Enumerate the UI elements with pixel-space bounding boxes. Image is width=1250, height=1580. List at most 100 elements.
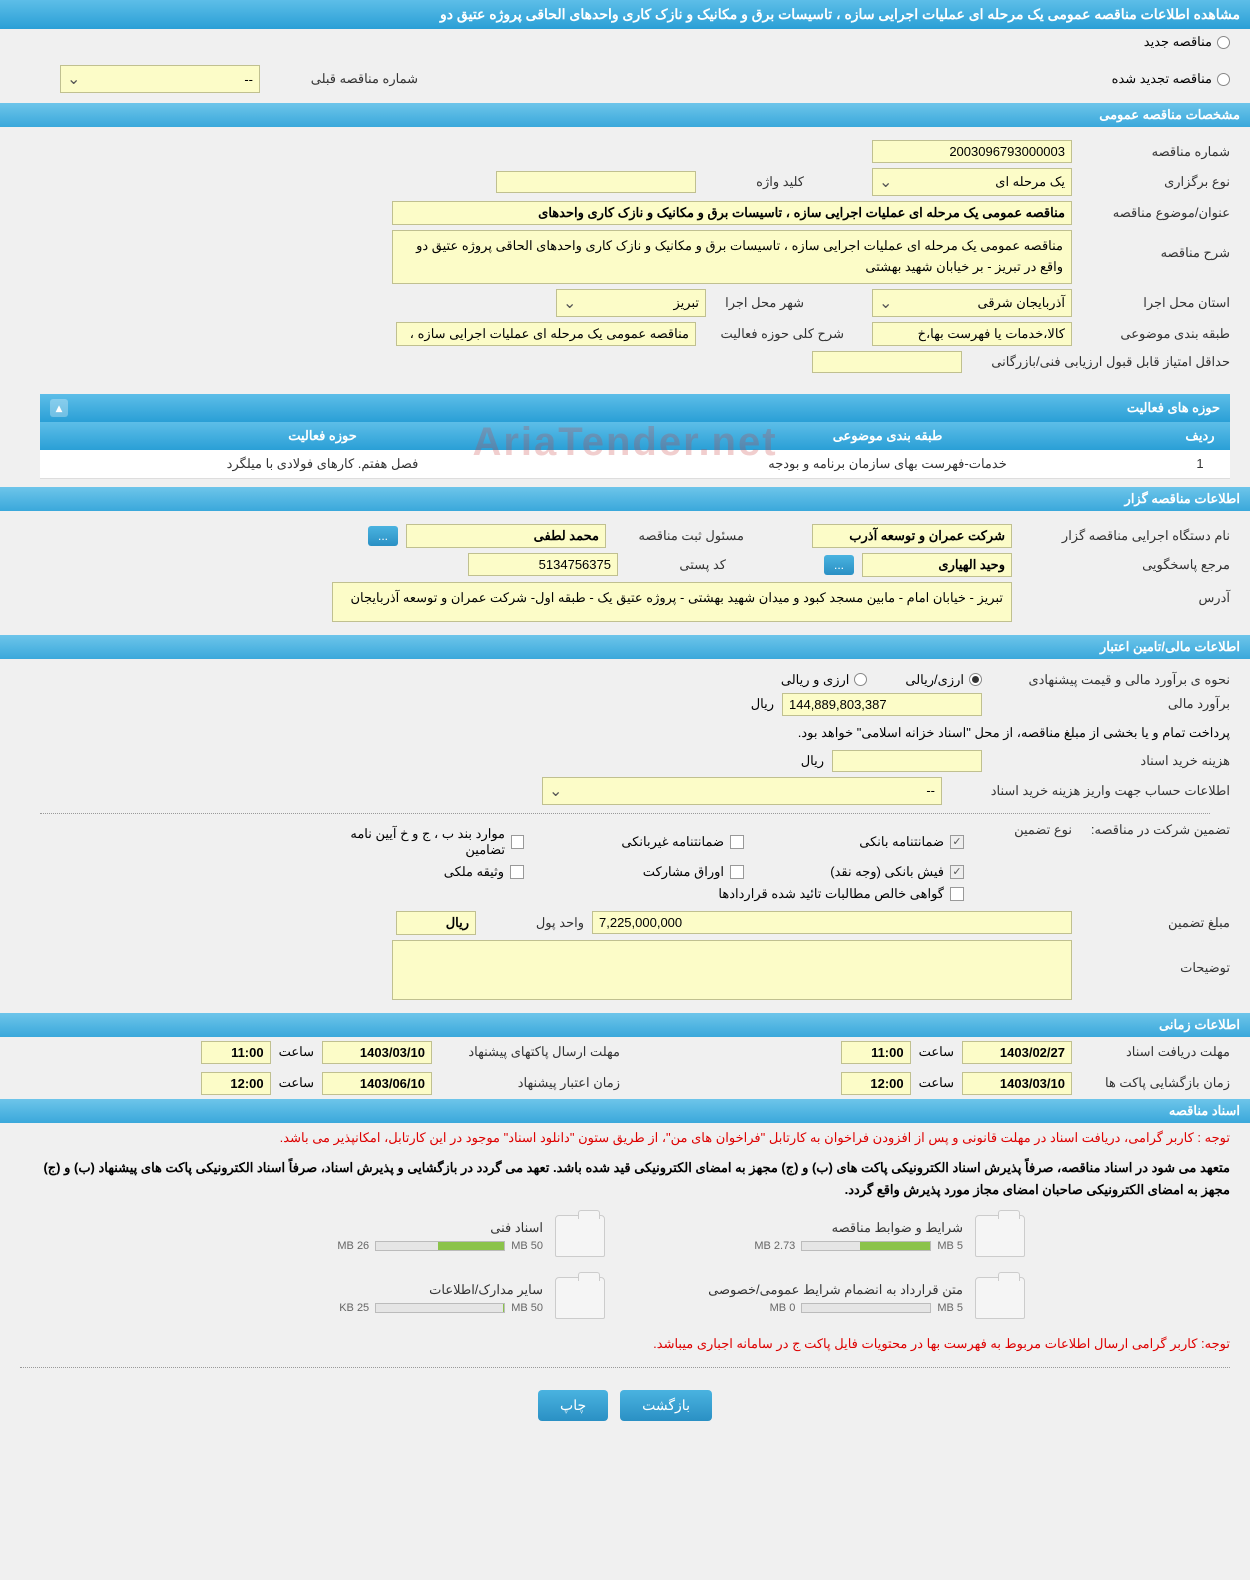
city-label: شهر محل اجرا (714, 295, 804, 311)
title-field: مناقصه عمومی یک مرحله ای عملیات اجرایی س… (392, 201, 1072, 225)
g-property-label: وثیقه ملکی (444, 864, 504, 880)
registrar-label: مسئول ثبت مناقصه (614, 528, 744, 544)
islamic-note: پرداخت تمام و یا بخشی از مبلغ مناقصه، از… (20, 721, 1230, 745)
registrar-field: محمد لطفی (406, 524, 606, 548)
g-net-check[interactable]: گواهی خالص مطالبات تائید شده قراردادها (544, 886, 964, 902)
doc-used: 25 KB (339, 1302, 369, 1314)
folder-icon (555, 1215, 605, 1257)
category-field: کالا،خدمات یا فهرست بها،خ (872, 322, 1072, 346)
checkbox-icon (730, 835, 744, 849)
back-button[interactable]: بازگشت (620, 1390, 712, 1421)
validity-label: زمان اعتبار پیشنهاد (440, 1075, 620, 1091)
tender-renewed-radio[interactable]: مناقصه تجدید شده (1112, 71, 1230, 87)
doc-total: 50 MB (511, 1302, 543, 1314)
prev-number-select[interactable]: -- (60, 65, 260, 93)
g-bank-check[interactable]: ضمانتنامه بانکی (764, 826, 964, 858)
min-score-field[interactable] (812, 351, 962, 373)
open-time: 12:00 (841, 1072, 911, 1095)
doc-note1: توجه : کاربر گرامی، دریافت اسناد در مهلت… (0, 1123, 1250, 1153)
g-property-check[interactable]: وثیقه ملکی (324, 864, 524, 880)
contact-label: مرجع پاسخگویی (1020, 557, 1230, 573)
radio-icon (969, 673, 982, 686)
address-label: آدرس (1020, 582, 1230, 606)
receive-label: مهلت دریافت اسناد (1080, 1044, 1230, 1060)
g-amount-field: 7,225,000,000 (592, 911, 1072, 934)
desc-field: مناقصه عمومی یک مرحله ای عملیات اجرایی س… (392, 230, 1072, 284)
rial-radio[interactable]: ارزی/ریالی (905, 672, 982, 688)
address-field: تبریز - خیابان امام - مابین مسجد کبود و … (332, 582, 1012, 622)
tender-number-field: 2003096793000003 (872, 140, 1072, 163)
doc-cost-field[interactable] (832, 750, 982, 772)
both-radio[interactable]: ارزی و ریالی (781, 672, 868, 688)
g-securities-check[interactable]: اوراق مشارکت (544, 864, 744, 880)
doc-card[interactable]: اسناد فنی 50 MB 26 MB (225, 1215, 605, 1257)
type-select[interactable]: یک مرحله ای (872, 168, 1072, 196)
estimate-field: 144,889,803,387 (782, 693, 982, 716)
province-select[interactable]: آذربایجان شرقی (872, 289, 1072, 317)
postal-field: 5134756375 (468, 553, 618, 576)
prev-number-label: شماره مناقصه قبلی (268, 71, 418, 87)
doc-note2: متعهد می شود در اسناد مناقصه، صرفاً پذیر… (0, 1153, 1250, 1205)
section-organizer: اطلاعات مناقصه گزار (0, 487, 1250, 511)
g-nonbank-check[interactable]: ضمانتنامه غیربانکی (544, 826, 744, 858)
collapse-icon[interactable]: ▴ (50, 399, 68, 417)
send-time: 11:00 (201, 1041, 271, 1064)
progress-bar (801, 1303, 931, 1313)
doc-card[interactable]: شرایط و ضوابط مناقصه 5 MB 2.73 MB (645, 1215, 1025, 1257)
doc-card[interactable]: متن قرارداد به انضمام شرایط عمومی/خصوصی … (645, 1277, 1025, 1319)
checkbox-icon (950, 835, 964, 849)
more-button[interactable]: ... (824, 555, 854, 575)
both-label: ارزی و ریالی (781, 672, 850, 688)
g-bylaw-label: موارد بند ب ، ج و خ آیین نامه تضامین (324, 826, 505, 858)
table-row: 1 خدمات-فهرست بهای سازمان برنامه و بودجه… (40, 450, 1230, 479)
tender-new-radio[interactable]: مناقصه جدید (1144, 34, 1230, 50)
account-select[interactable]: -- (542, 777, 942, 805)
col-category: طبقه بندی موضوعی (605, 422, 1170, 450)
radio-icon (854, 673, 867, 686)
folder-icon (975, 1277, 1025, 1319)
doc-note3: توجه: کاربر گرامی ارسال اطلاعات مربوط به… (0, 1329, 1250, 1359)
city-select[interactable]: تبریز (556, 289, 706, 317)
contact-field: وحید الهیاری (862, 553, 1012, 577)
tender-number-label: شماره مناقصه (1080, 144, 1230, 160)
unit-field: ریال (396, 911, 476, 935)
rial-unit: ریال (751, 696, 774, 712)
g-bylaw-check[interactable]: موارد بند ب ، ج و خ آیین نامه تضامین (324, 826, 524, 858)
validity-time: 12:00 (201, 1072, 271, 1095)
section-documents: اسناد مناقصه (0, 1099, 1250, 1123)
checkbox-icon (510, 865, 524, 879)
radio-icon (1217, 73, 1230, 86)
notes-field[interactable] (392, 940, 1072, 1000)
doc-card[interactable]: سایر مدارک/اطلاعات 50 MB 25 KB (225, 1277, 605, 1319)
type-label: نوع برگزاری (1080, 174, 1230, 190)
doc-total: 50 MB (511, 1240, 543, 1252)
progress-bar (801, 1241, 931, 1251)
guarantee-type-label: نوع تضمین (972, 822, 1072, 838)
folder-icon (555, 1277, 605, 1319)
title-label: عنوان/موضوع مناقصه (1080, 205, 1230, 221)
doc-title: متن قرارداد به انضمام شرایط عمومی/خصوصی (645, 1282, 963, 1298)
unit-label: واحد پول (484, 915, 584, 931)
g-net-label: گواهی خالص مطالبات تائید شده قراردادها (718, 886, 944, 902)
more-button[interactable]: ... (368, 526, 398, 546)
checkbox-icon (950, 865, 964, 879)
divider (40, 813, 1210, 814)
doc-cost-label: هزینه خرید اسناد (990, 753, 1230, 769)
g-bank-label: ضمانتنامه بانکی (859, 834, 944, 850)
keyword-field[interactable] (496, 171, 696, 193)
notes-label: توضیحات (1080, 940, 1230, 976)
tender-renewed-label: مناقصه تجدید شده (1112, 71, 1212, 87)
receive-date: 1403/02/27 (962, 1041, 1072, 1064)
time-label: ساعت (919, 1075, 954, 1091)
g-cash-check[interactable]: فیش بانکی (وجه نقد) (764, 864, 964, 880)
print-button[interactable]: چاپ (538, 1390, 608, 1421)
divider (20, 1367, 1230, 1368)
time-label: ساعت (279, 1044, 314, 1060)
send-label: مهلت ارسال پاکتهای پیشنهاد (440, 1044, 620, 1060)
category-label: طبقه بندی موضوعی (1080, 326, 1230, 342)
g-securities-label: اوراق مشارکت (643, 864, 724, 880)
folder-icon (975, 1215, 1025, 1257)
checkbox-icon (950, 887, 964, 901)
cell-field: فصل هفتم. کارهای فولادی با میلگرد (40, 450, 605, 478)
section-general: مشخصات مناقصه عمومی (0, 103, 1250, 127)
